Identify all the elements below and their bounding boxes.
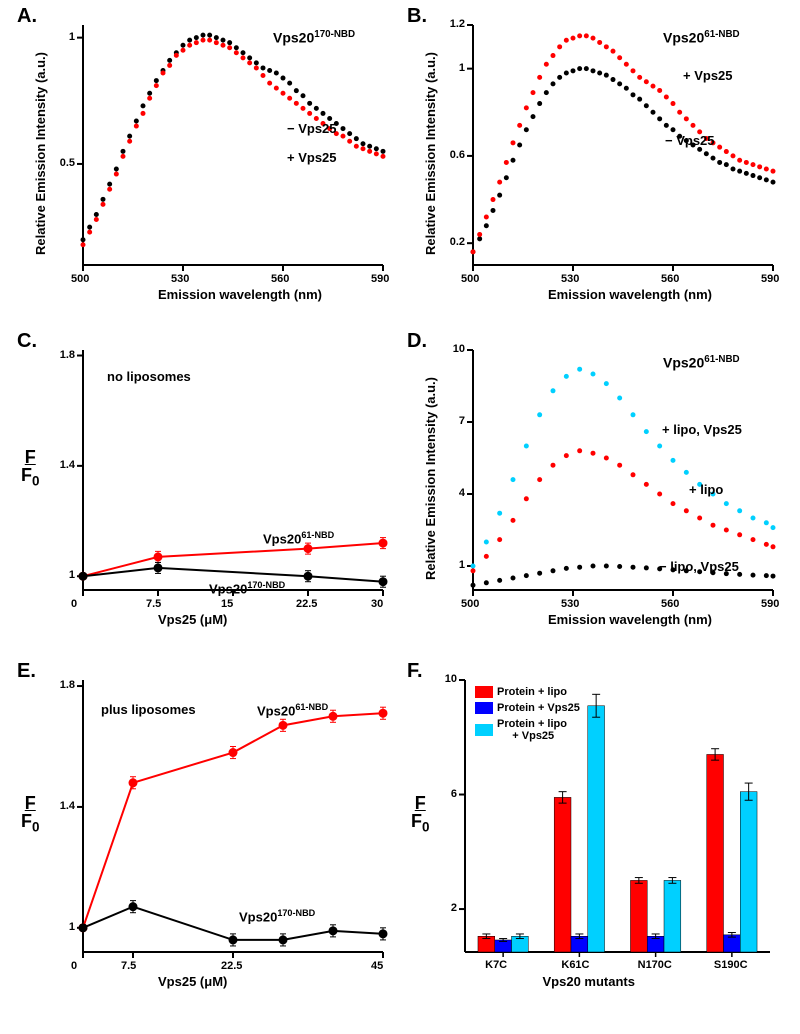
x-tick-label: 30 xyxy=(371,598,383,610)
y-axis-label: Relative Emission Intensity (a.u.) xyxy=(423,52,438,255)
annotation: Vps20170-NBD xyxy=(209,580,285,596)
x-axis-label: Emission wavelength (nm) xyxy=(548,287,712,302)
x-tick-label: 560 xyxy=(661,273,679,285)
y-tick-label: 1 xyxy=(459,62,465,74)
panel-B: B.5005305605900.20.611.2Emission wavelen… xyxy=(405,5,783,305)
annotation: Vps2061-NBD xyxy=(257,702,328,718)
panel-F: F.2610Vps20 mutantsFF0K7CK61CN170CS190CP… xyxy=(405,660,783,990)
x-tick-label: 22.5 xyxy=(296,598,317,610)
chart-svg xyxy=(405,660,783,990)
x-tick-label: 530 xyxy=(171,273,189,285)
y-tick-label: 1 xyxy=(69,569,75,581)
x-tick-label: 0 xyxy=(71,960,77,972)
x-tick-label: 0 xyxy=(71,598,77,610)
chart-svg xyxy=(15,660,393,990)
x-axis-label: Vps25 (μM) xyxy=(158,612,227,627)
x-tick-label: 7.5 xyxy=(146,598,161,610)
y-tick-label: 1 xyxy=(69,31,75,43)
annotation: − Vps25 xyxy=(287,121,337,136)
legend-text: Protein + lipo xyxy=(497,686,567,698)
chart-svg xyxy=(15,330,393,630)
y-tick-label: 2 xyxy=(451,902,457,914)
legend-item: Protein + lipo xyxy=(475,686,567,698)
x-tick-label: 590 xyxy=(761,273,779,285)
x-tick-label: 560 xyxy=(661,598,679,610)
y-axis-label: Relative Emission Intensity (a.u.) xyxy=(33,52,48,255)
y-tick-label: 0.2 xyxy=(450,236,465,248)
y-tick-label: 10 xyxy=(453,343,465,355)
y-tick-label: 1 xyxy=(69,921,75,933)
y-axis-label-ff0: FF0 xyxy=(21,794,40,834)
chart-title: Vps20170-NBD xyxy=(273,29,355,46)
x-tick-label: 530 xyxy=(561,598,579,610)
legend-swatch xyxy=(475,724,493,736)
y-tick-label: 1.4 xyxy=(60,459,75,471)
chart-title: Vps2061-NBD xyxy=(663,354,740,371)
category-label: K61C xyxy=(561,959,589,971)
x-tick-label: 530 xyxy=(561,273,579,285)
y-tick-label: 7 xyxy=(459,415,465,427)
annotation: Vps2061-NBD xyxy=(263,530,334,546)
chart-title: Vps2061-NBD xyxy=(663,29,740,46)
x-tick-label: 500 xyxy=(71,273,89,285)
y-tick-label: 1.8 xyxy=(60,349,75,361)
annotation: + Vps25 xyxy=(683,68,733,83)
panel-D: D.50053056059014710Emission wavelength (… xyxy=(405,330,783,630)
y-tick-label: 1.4 xyxy=(60,800,75,812)
chart-svg xyxy=(405,330,783,630)
annotation: plus liposomes xyxy=(101,702,196,717)
y-tick-label: 0.6 xyxy=(450,149,465,161)
y-tick-label: 0.5 xyxy=(60,157,75,169)
annotation: − Vps25 xyxy=(665,133,715,148)
panel-C: C.07.51522.53011.41.8Vps25 (μM)FF0no lip… xyxy=(15,330,393,630)
category-label: S190C xyxy=(714,959,748,971)
legend-swatch xyxy=(475,686,493,698)
legend-text: Protein + lipo + Vps25 xyxy=(497,718,567,742)
category-label: N170C xyxy=(638,959,672,971)
x-tick-label: 22.5 xyxy=(221,960,242,972)
x-tick-label: 590 xyxy=(761,598,779,610)
legend-item: Protein + Vps25 xyxy=(475,702,580,714)
x-axis-label: Emission wavelength (nm) xyxy=(548,612,712,627)
panel-E: E.07.522.54511.41.8Vps25 (μM)FF0plus lip… xyxy=(15,660,393,990)
y-tick-label: 10 xyxy=(445,673,457,685)
legend-item: Protein + lipo + Vps25 xyxy=(475,718,567,742)
x-axis-label: Vps25 (μM) xyxy=(158,974,227,989)
annotation: + lipo, Vps25 xyxy=(662,422,742,437)
x-axis-label: Emission wavelength (nm) xyxy=(158,287,322,302)
annotation: + lipo xyxy=(689,482,723,497)
y-tick-label: 1.8 xyxy=(60,679,75,691)
y-tick-label: 1.2 xyxy=(450,18,465,30)
y-axis-label-ff0: FF0 xyxy=(21,448,40,488)
category-label: K7C xyxy=(485,959,507,971)
legend-swatch xyxy=(475,702,493,714)
annotation: no liposomes xyxy=(107,369,191,384)
x-axis-label: Vps20 mutants xyxy=(543,974,635,989)
x-tick-label: 500 xyxy=(461,273,479,285)
y-axis-label-ff0: FF0 xyxy=(411,794,430,834)
legend-text: Protein + Vps25 xyxy=(497,702,580,714)
x-tick-label: 560 xyxy=(271,273,289,285)
x-tick-label: 500 xyxy=(461,598,479,610)
y-axis-label: Relative Emission Intensity (a.u.) xyxy=(423,377,438,580)
annotation: − lipo, Vps25 xyxy=(659,559,739,574)
x-tick-label: 590 xyxy=(371,273,389,285)
x-tick-label: 45 xyxy=(371,960,383,972)
y-tick-label: 4 xyxy=(459,487,465,499)
y-tick-label: 6 xyxy=(451,788,457,800)
y-tick-label: 1 xyxy=(459,559,465,571)
x-tick-label: 15 xyxy=(221,598,233,610)
annotation: Vps20170-NBD xyxy=(239,908,315,924)
annotation: + Vps25 xyxy=(287,150,337,165)
panel-A: A.5005305605900.51Emission wavelength (n… xyxy=(15,5,393,305)
x-tick-label: 7.5 xyxy=(121,960,136,972)
